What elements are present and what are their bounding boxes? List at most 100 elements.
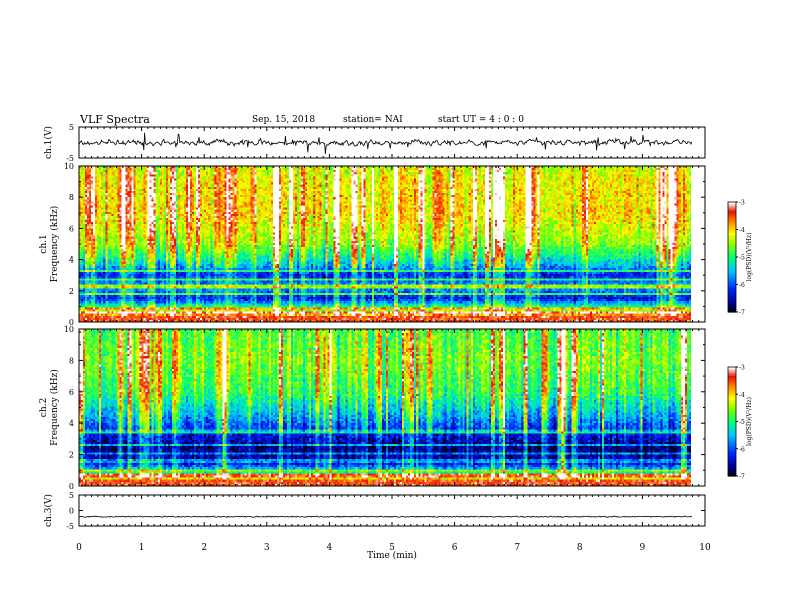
x-axis-label: Time (min) xyxy=(367,550,417,561)
colorbar-swatch xyxy=(728,394,736,397)
colorbar-swatch xyxy=(728,368,736,372)
colorbar-swatch xyxy=(728,381,736,384)
colorbar-swatch xyxy=(728,255,736,258)
colorbar-swatch xyxy=(728,246,736,249)
y-tick-label: 0 xyxy=(69,507,74,516)
colorbar-swatch xyxy=(728,472,736,475)
colorbar-tick-label: -5 xyxy=(739,419,745,426)
colorbar-swatch xyxy=(728,268,736,271)
y-tick-label: 0 xyxy=(69,482,74,491)
y-tick-label: -5 xyxy=(66,154,74,163)
colorbar-swatch xyxy=(728,412,736,415)
colorbar-swatch xyxy=(728,216,736,220)
colorbar-swatch xyxy=(728,306,736,309)
colorbar-swatch xyxy=(728,388,736,392)
colorbar-swatch xyxy=(728,264,736,267)
x-tick-label: 5 xyxy=(389,543,395,553)
colorbar-swatch xyxy=(728,452,736,455)
colorbar-swatch xyxy=(728,295,736,298)
colorbar-swatch xyxy=(728,416,736,419)
colorbar-swatch xyxy=(728,406,736,410)
colorbar-tick-label: -7 xyxy=(739,474,745,481)
colorbar-swatch xyxy=(728,229,736,232)
colorbar-swatch xyxy=(728,273,736,276)
y-tick-label: 10 xyxy=(64,325,74,334)
colorbar-tick-label: -5 xyxy=(739,255,745,262)
y-tick-label: 6 xyxy=(69,388,74,397)
colorbar-swatch xyxy=(728,423,736,426)
colorbar-label: log(PSD)(V²/Hz) xyxy=(746,397,753,446)
colorbar-swatch xyxy=(728,207,736,210)
colorbar-swatch xyxy=(728,408,736,412)
y-tick-label: 8 xyxy=(69,193,74,202)
colorbar-swatch xyxy=(728,450,736,453)
colorbar-swatch xyxy=(728,419,736,423)
colorbar-swatch xyxy=(728,222,736,225)
colorbar-swatch xyxy=(728,280,736,284)
colorbar-swatch xyxy=(728,470,736,473)
colorbar-swatch xyxy=(728,304,736,308)
colorbar-swatch xyxy=(728,308,736,311)
colorbar-swatch xyxy=(728,247,736,251)
voltage-trace xyxy=(78,132,693,155)
colorbar-swatch xyxy=(728,251,736,254)
colorbar-swatch xyxy=(728,439,736,443)
y-tick-label: 4 xyxy=(69,419,74,428)
colorbar-swatch xyxy=(728,231,736,234)
colorbar-swatch xyxy=(728,432,736,435)
colorbar-swatch xyxy=(728,425,736,428)
colorbar-swatch xyxy=(728,446,736,450)
colorbar-swatch xyxy=(728,379,736,383)
colorbar-swatch xyxy=(728,277,736,280)
colorbar-swatch xyxy=(728,374,736,377)
colorbar-swatch xyxy=(728,434,736,437)
colorbar-swatch xyxy=(728,202,736,205)
chart-title: VLF Spectra xyxy=(80,113,150,126)
colorbar-tick-label: -3 xyxy=(739,200,745,207)
colorbar-swatch xyxy=(728,236,736,240)
colorbar-swatch xyxy=(728,211,736,214)
colorbar-swatch xyxy=(728,269,736,273)
colorbar-tick-label: -6 xyxy=(739,446,745,453)
colorbar-swatch xyxy=(728,297,736,300)
spectrogram-image xyxy=(79,329,705,486)
colorbar-swatch xyxy=(728,225,736,229)
x-tick-label: 4 xyxy=(327,543,333,553)
colorbar-swatch xyxy=(728,240,736,243)
colorbar-swatch xyxy=(728,372,736,375)
x-tick-label: 2 xyxy=(201,543,207,553)
colorbar-swatch xyxy=(728,220,736,223)
y-axis-channel-label: ch.2 xyxy=(39,398,49,417)
y-axis-label: Frequency (kHz) xyxy=(49,206,60,283)
colorbar-swatch xyxy=(728,302,736,306)
colorbar-swatch xyxy=(728,377,736,381)
colorbar-swatch xyxy=(728,421,736,424)
colorbar-swatch xyxy=(728,260,736,264)
y-axis-label: Frequency (kHz) xyxy=(49,369,60,446)
colorbar-swatch xyxy=(728,286,736,289)
colorbar-swatch xyxy=(728,253,736,256)
colorbar-swatch xyxy=(728,205,736,209)
station-label: station= NAI xyxy=(343,115,403,125)
colorbar-swatch xyxy=(728,376,736,379)
y-tick-label: 2 xyxy=(69,287,74,296)
colorbar-tick-label: -7 xyxy=(739,310,745,317)
date-label: Sep. 15, 2018 xyxy=(252,115,316,125)
colorbars: -3 -4 -5 -6 -7 log(PSD)(V²/Hz) -3 -4 -5 -6 -7 log(P… xyxy=(727,200,753,481)
ch2-spectrogram-panel: 0 2 4 6 8 10 ch.2 Frequency (kHz) xyxy=(39,325,706,491)
colorbar-swatch xyxy=(728,299,736,302)
colorbar-swatch xyxy=(728,417,736,421)
y-axis-label: ch.3(V) xyxy=(43,494,54,527)
x-tick-label: 8 xyxy=(577,543,583,553)
y-tick-label: 5 xyxy=(69,123,74,132)
colorbar-swatch xyxy=(728,474,736,477)
ch3-voltage-panel: 5 0 -5 ch.3(V) 0 1 2 3 4 5 6 7 8 9 10 Time (min) xyxy=(43,491,711,561)
x-tick-label: 6 xyxy=(452,543,458,553)
y-tick-label: 0 xyxy=(69,318,74,327)
colorbar-swatch xyxy=(728,282,736,286)
colorbar-swatch xyxy=(728,430,736,433)
colorbar-swatch xyxy=(728,454,736,457)
colorbar-swatch xyxy=(728,238,736,242)
colorbar-swatch xyxy=(728,310,736,313)
colorbar-label: log(PSD)(V²/Hz) xyxy=(746,233,753,282)
